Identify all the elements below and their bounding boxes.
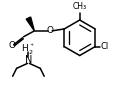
Text: 2: 2 [28,50,32,55]
Text: Cl: Cl [101,42,109,51]
Text: ⁺: ⁺ [29,42,34,51]
Text: H: H [21,44,27,53]
Text: CH₃: CH₃ [73,2,87,11]
Text: N: N [25,55,32,65]
Text: O: O [47,26,54,35]
Text: O: O [8,41,15,50]
Polygon shape [26,17,34,31]
